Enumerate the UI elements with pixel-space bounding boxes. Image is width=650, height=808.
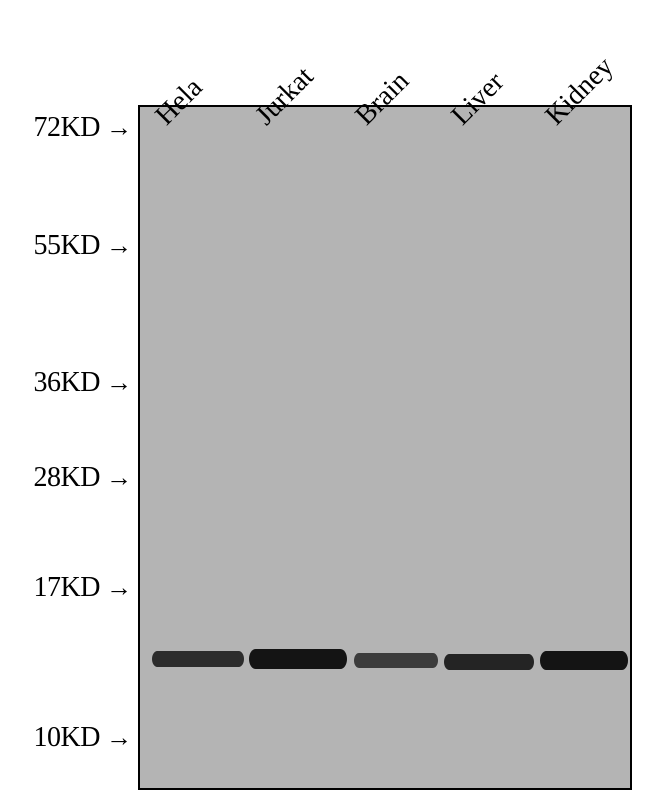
band-brain [354,653,438,668]
mw-marker-28kd: 28KD→ [12,462,132,494]
mw-marker-17kd: 17KD→ [12,572,132,604]
blot-membrane [138,105,632,790]
arrow-right-icon: → [106,115,132,141]
mw-marker-label: 36KD [12,367,100,399]
mw-marker-55kd: 55KD→ [12,230,132,262]
band-jurkat [249,649,347,669]
arrow-right-icon: → [106,575,132,601]
arrow-right-icon: → [106,465,132,491]
mw-marker-36kd: 36KD→ [12,367,132,399]
mw-marker-label: 55KD [12,230,100,262]
band-liver [444,654,534,670]
mw-marker-label: 28KD [12,462,100,494]
mw-marker-72kd: 72KD→ [12,112,132,144]
mw-marker-label: 10KD [12,722,100,754]
arrow-right-icon: → [106,725,132,751]
arrow-right-icon: → [106,370,132,396]
band-hela [152,651,244,667]
arrow-right-icon: → [106,233,132,259]
mw-marker-10kd: 10KD→ [12,722,132,754]
mw-marker-label: 72KD [12,112,100,144]
mw-marker-label: 17KD [12,572,100,604]
band-kidney [540,651,628,670]
